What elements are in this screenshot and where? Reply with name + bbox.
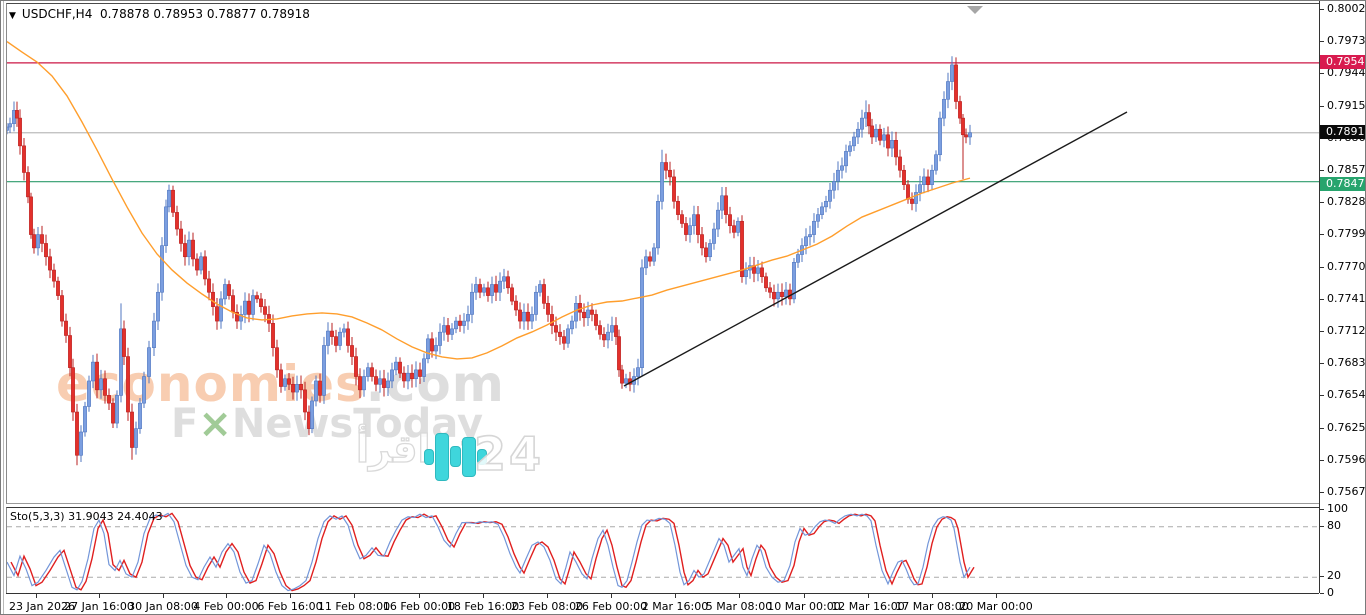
stochastic-panel[interactable]: Sto(5,3,3) 31.9043 24.4043 [6, 507, 1319, 593]
date-tick [483, 594, 484, 598]
date-tick [996, 594, 997, 598]
watermark-arabic-text: اقرأ [355, 426, 431, 471]
date-tick [675, 594, 676, 598]
date-tick [99, 594, 100, 598]
sto-tick-label: 100 [1327, 502, 1348, 515]
price-tick [1320, 492, 1324, 493]
sto-tick [1320, 576, 1324, 578]
price-tick-label: 0.79155 [1327, 99, 1366, 112]
watermark-layer: economies.com F×NewsToday اقرأ 24 [6, 3, 1319, 504]
date-tick [868, 594, 869, 598]
sto-tick [1320, 509, 1324, 510]
date-tick-label: 23 Feb 08:00 [510, 600, 584, 613]
chevron-down-icon[interactable]: ▼ [9, 11, 16, 21]
ohlc-values: 0.78878 0.78953 0.78877 0.78918 [99, 7, 310, 21]
price-chart-canvas[interactable] [6, 3, 1319, 504]
price-line-label-box: 0.78918 [1320, 125, 1365, 139]
date-tick-label: 10 Mar 00:00 [767, 600, 841, 613]
sto-main-line [7, 512, 971, 592]
price-axis[interactable]: 0.800250.797350.794450.791550.788650.785… [1319, 1, 1366, 599]
symbol-ohlc-label: ▼ USDCHF,H4 0.78878 0.78953 0.78877 0.789… [9, 7, 310, 21]
date-tick-label: 6 Feb 16:00 [257, 600, 323, 613]
price-tick [1320, 363, 1324, 364]
price-tick [1320, 9, 1324, 10]
date-tick-label: 11 Feb 08:00 [317, 600, 391, 613]
price-tick-label: 0.78285 [1327, 195, 1366, 208]
price-tick-label: 0.79445 [1327, 66, 1366, 79]
price-tick [1320, 395, 1324, 396]
price-tick-label: 0.75670 [1327, 485, 1366, 498]
sto-tick-label: 20 [1327, 569, 1341, 583]
date-tick-label: 26 Feb 00:00 [574, 600, 648, 613]
date-tick [611, 594, 612, 598]
price-tick-label: 0.77995 [1327, 227, 1366, 240]
date-tick-label: 4 Feb 00:00 [193, 600, 259, 613]
price-tick [1320, 106, 1324, 107]
price-tick-label: 0.79735 [1327, 34, 1366, 47]
ascending-trendline[interactable] [623, 111, 1128, 387]
chart-shift-marker-icon[interactable] [967, 6, 983, 14]
date-tick [547, 594, 548, 598]
date-tick [36, 594, 37, 598]
date-tick [804, 594, 805, 598]
teal-barbell-icon [424, 433, 490, 481]
sto-tick [1320, 525, 1324, 527]
date-tick-label: 18 Feb 16:00 [446, 600, 520, 613]
price-tick [1320, 202, 1324, 203]
date-tick-label: 12 Mar 16:00 [831, 600, 905, 613]
price-line-label-box: 0.79548 [1320, 55, 1365, 69]
stochastic-label: Sto(5,3,3) 31.9043 24.4043 [10, 510, 163, 523]
price-tick-label: 0.78575 [1327, 163, 1366, 176]
date-axis[interactable]: 23 Jan 2026 27 Jan 16:00 30 Jan 08:00 4 Feb… [6, 593, 1319, 614]
date-tick-label: 23 Jan 2026 [9, 600, 75, 613]
date-tick [163, 594, 164, 598]
date-tick-label: 2 Mar 16:00 [641, 600, 709, 613]
date-tick-label: 5 Mar 08:00 [705, 600, 773, 613]
date-tick-label: 27 Jan 16:00 [64, 600, 134, 613]
sto-tick-label: 80 [1327, 518, 1341, 532]
date-tick-label: 20 Mar 00:00 [959, 600, 1033, 613]
price-tick [1320, 460, 1324, 461]
price-tick [1320, 170, 1324, 171]
price-tick [1320, 73, 1324, 74]
date-tick [354, 594, 355, 598]
watermark-24: 24 [473, 426, 545, 482]
date-tick [290, 594, 291, 598]
symbol-name: USDCHF,H4 [21, 7, 93, 21]
price-tick [1320, 267, 1324, 268]
sto-signal-line [10, 512, 975, 592]
price-tick [1320, 428, 1324, 429]
date-tick-label: 30 Jan 08:00 [128, 600, 198, 613]
price-tick [1320, 331, 1324, 332]
price-tick [1320, 234, 1324, 235]
main-chart-area[interactable]: economies.com F×NewsToday اقرأ 24 [6, 3, 1319, 504]
price-line-label-box: 0.78477 [1320, 177, 1365, 191]
date-tick-label: 17 Mar 08:00 [895, 600, 969, 613]
price-tick-label: 0.80025 [1327, 2, 1366, 15]
candles [7, 56, 972, 466]
price-tick [1320, 299, 1324, 300]
moving-average-line[interactable] [7, 41, 971, 360]
date-tick [419, 594, 420, 598]
date-tick [932, 594, 933, 598]
date-tick [739, 594, 740, 598]
sto-tick [1320, 593, 1324, 594]
stochastic-canvas[interactable] [6, 507, 1319, 593]
date-tick-label: 16 Feb 00:00 [382, 600, 456, 613]
date-tick [226, 594, 227, 598]
sto-tick-label: 0 [1327, 586, 1334, 599]
price-tick [1320, 41, 1324, 42]
